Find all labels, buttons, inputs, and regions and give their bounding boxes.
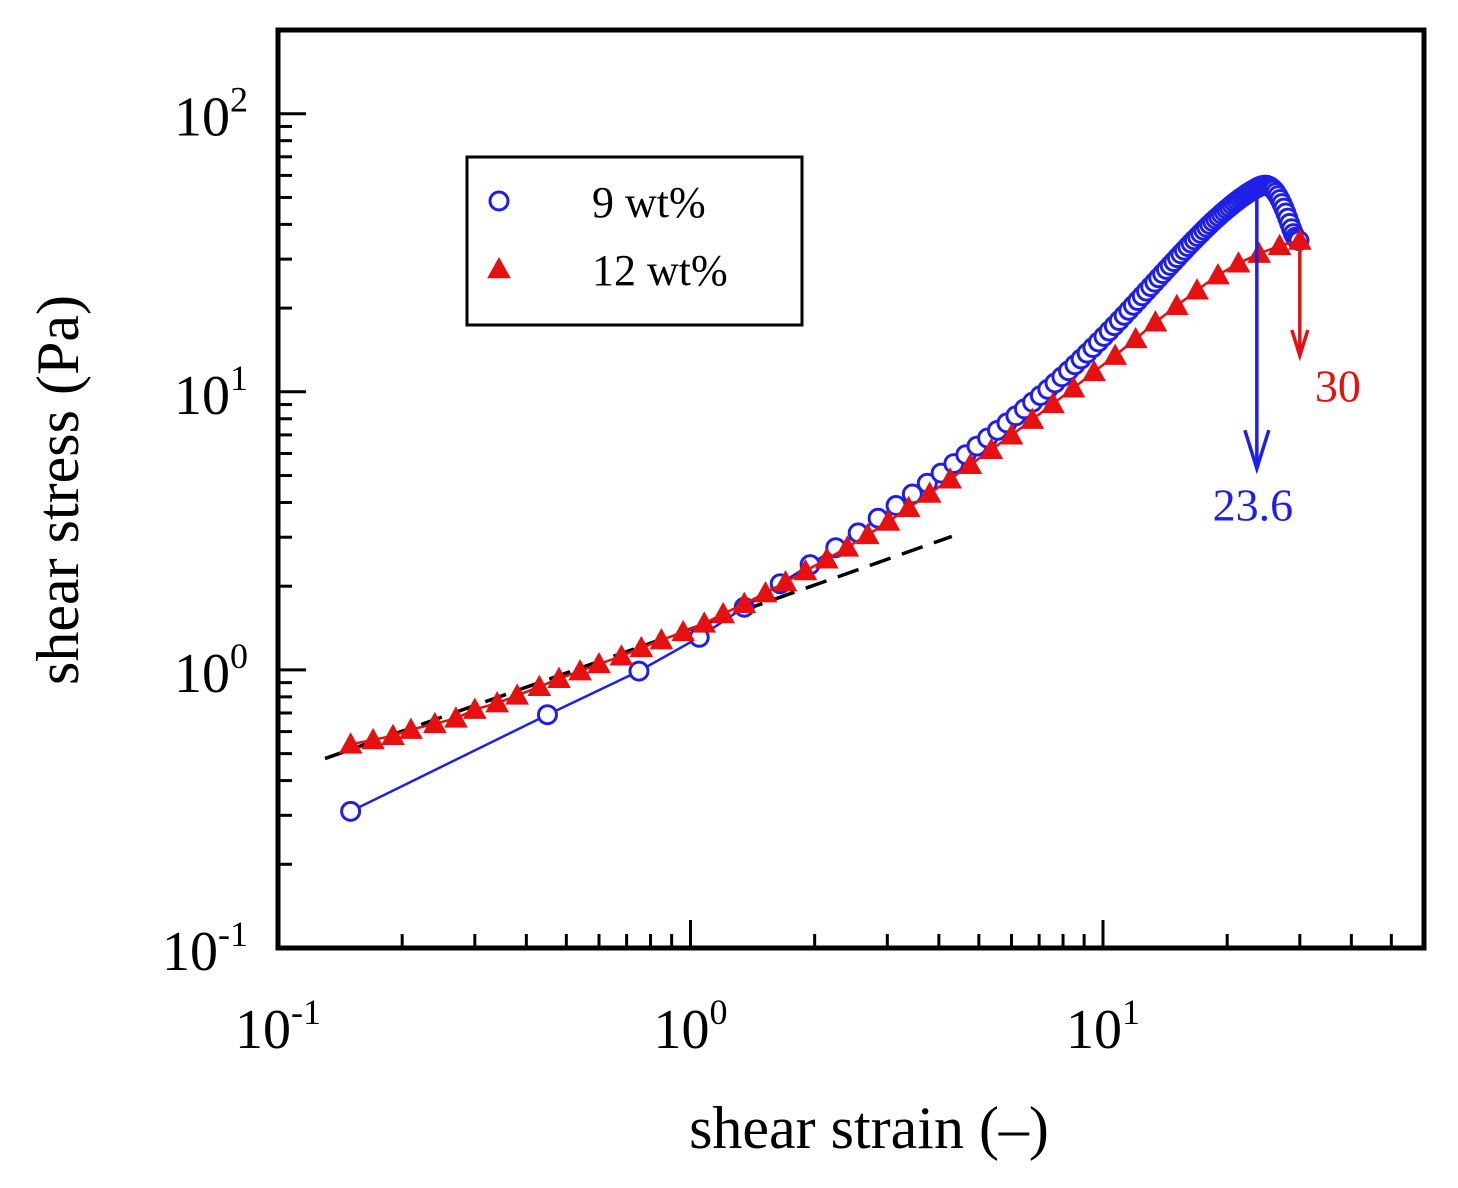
x-tick-label: 10-1 [235, 992, 321, 1061]
y-axis-title: shear stress (Pa) [25, 295, 91, 685]
annotation-12wt-value: 30 [1315, 361, 1361, 412]
y-tick-label: 101 [174, 358, 248, 427]
series-12wt-point [999, 423, 1024, 445]
y-tick-label: 102 [174, 80, 248, 149]
series-12wt-point [422, 711, 447, 734]
series-12wt-point [1164, 293, 1189, 316]
series-12wt-point [1206, 262, 1230, 285]
series-9wt-point [340, 800, 362, 822]
series-12wt-point [835, 535, 860, 557]
plot-frame [275, 27, 1427, 951]
legend-marker-9wt [488, 190, 510, 212]
legend: 9 wt% 12 wt% [465, 155, 804, 327]
y-tick-label: 10-1 [162, 914, 248, 983]
series-layer [324, 174, 1312, 822]
x-tick-label: 100 [654, 992, 728, 1061]
x-axis-title: shear strain (–) [689, 1095, 1049, 1161]
x-axis-tick-labels: 10-1 100 101 [235, 992, 1140, 1061]
series-12wt-point [793, 558, 818, 581]
series-12wt-point [1041, 391, 1065, 414]
series-12wt-point [649, 628, 674, 650]
series-12wt-point [1247, 241, 1271, 263]
series-12wt-point [1082, 359, 1106, 382]
series-12wt-point [753, 580, 778, 603]
series-12wt-point [462, 697, 487, 719]
series-12wt-point [629, 635, 654, 658]
legend-box [465, 155, 804, 327]
series-12wt-point [587, 651, 611, 674]
series-12wt-point [732, 591, 757, 614]
series-12wt-point [399, 717, 423, 739]
legend-triangle [487, 256, 511, 279]
series-12wt-point [505, 683, 530, 705]
series-12wt-point [711, 601, 736, 624]
annotation-12wt-arrow-head [1290, 329, 1310, 362]
series-12wt-point [361, 727, 385, 750]
series-12wt-point [1123, 326, 1148, 349]
series-12wt-point [917, 481, 942, 503]
series-12wt-point [1267, 233, 1292, 256]
series-12wt-point [814, 547, 839, 569]
annotation-layer [1243, 185, 1310, 475]
series-12wt-point [896, 495, 921, 518]
series-12wt-point [444, 706, 468, 728]
series-12wt-point [1226, 251, 1251, 273]
series-12wt-point [1061, 376, 1086, 398]
series-12wt-point [568, 659, 592, 681]
series-9wt-point [536, 704, 558, 726]
series-12wt-point [485, 691, 510, 713]
series-9wt [340, 174, 1310, 822]
series-12wt-point [855, 522, 880, 545]
legend-marker-12wt [487, 256, 511, 279]
y-axis-ticks [278, 28, 306, 950]
legend-circle [488, 190, 510, 212]
y-axis-tick-labels: 10-1 100 101 102 [162, 80, 248, 983]
series-12wt-point [381, 723, 405, 745]
annotation-9wt-arrow-head [1243, 429, 1271, 475]
series-12wt-point [938, 467, 962, 489]
series-12wt-point [609, 644, 634, 666]
series-12wt-point [1020, 407, 1045, 429]
series-12wt-point [1143, 310, 1168, 332]
annotation-9wt-value: 23.6 [1213, 479, 1294, 530]
series-12wt [338, 228, 1312, 754]
series-12wt-point [1103, 343, 1127, 365]
series-12wt-point [958, 452, 983, 474]
series-12wt-point [979, 437, 1004, 460]
series-12wt-point [527, 674, 552, 697]
series-12wt-point [338, 732, 363, 754]
x-tick-label: 101 [1066, 992, 1140, 1061]
series-12wt-point [692, 611, 717, 633]
legend-label-9wt: 9 wt% [592, 178, 706, 227]
series-12wt-point [1185, 278, 1209, 300]
x-axis-ticks [276, 920, 1426, 948]
series-9wt-point [628, 660, 650, 682]
series-12wt-point [547, 666, 571, 688]
legend-label-12wt: 12 wt% [592, 246, 728, 295]
series-12wt-point [876, 509, 901, 531]
series-12wt-point [671, 619, 696, 642]
series-12wt-point [773, 570, 798, 592]
y-tick-label: 100 [174, 636, 248, 705]
